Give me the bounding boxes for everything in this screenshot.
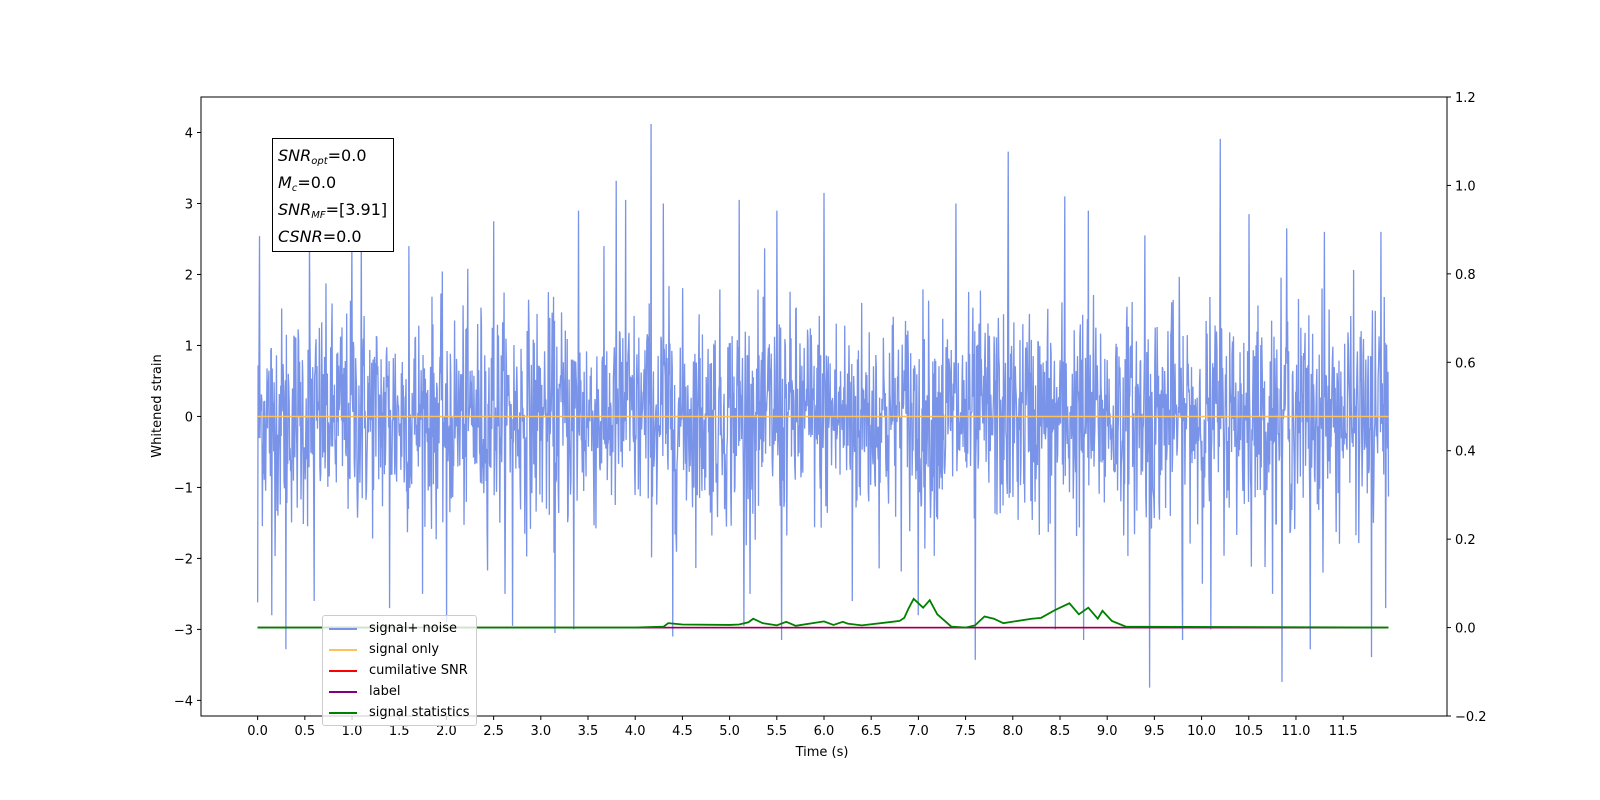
- legend-entry-signal-statistics: signal statistics: [329, 702, 470, 723]
- legend-swatch: [329, 690, 357, 693]
- annotation-box: SNRopt=0.0 Mc=0.0 SNRMF=[3.91] CSNR=0.0: [272, 138, 395, 252]
- x-tick-label: 5.0: [719, 724, 740, 739]
- legend-swatch: [329, 627, 357, 630]
- x-tick-label: 6.5: [861, 724, 882, 739]
- annotation-mc: Mc=0.0: [278, 173, 337, 194]
- x-tick-label: 11.0: [1281, 724, 1310, 739]
- legend-entry-signal-noise: signal+ noise: [329, 618, 470, 639]
- y-tick-label: −4: [174, 694, 193, 709]
- y2-tick-label: 0.4: [1455, 445, 1476, 460]
- y2-tick-label: 0.8: [1455, 268, 1476, 283]
- legend-label: signal only: [369, 642, 440, 657]
- legend-label: signal statistics: [369, 705, 470, 720]
- x-tick-label: 4.0: [625, 724, 646, 739]
- x-tick-label: 4.5: [672, 724, 693, 739]
- x-tick-label: 2.5: [483, 724, 504, 739]
- annotation-csnr: CSNR=0.0: [278, 227, 362, 246]
- y-tick-label: 4: [185, 126, 193, 141]
- y2-tick-label: 1.2: [1455, 91, 1476, 106]
- x-axis-label: Time (s): [795, 745, 849, 760]
- legend-label: label: [369, 684, 401, 699]
- y-tick-label: 3: [185, 197, 193, 212]
- legend-entry-cumulative-snr: cumilative SNR: [329, 660, 470, 681]
- x-tick-label: 7.5: [955, 724, 976, 739]
- x-tick-label: 6.0: [814, 724, 835, 739]
- y-axis-label: Whitened strain: [150, 354, 165, 457]
- y-tick-label: 1: [185, 339, 193, 354]
- x-tick-label: 11.5: [1329, 724, 1358, 739]
- y-tick-label: −2: [174, 552, 193, 567]
- legend-swatch: [329, 669, 357, 672]
- y2-tick-label: 1.0: [1455, 179, 1476, 194]
- y-tick-label: 2: [185, 268, 193, 283]
- annotation-snr-opt: SNRopt=0.0: [278, 146, 367, 167]
- y-tick-label: −1: [174, 481, 193, 496]
- y2-tick-label: 0.2: [1455, 533, 1476, 548]
- legend-label: cumilative SNR: [369, 663, 468, 678]
- x-tick-label: 1.5: [389, 724, 410, 739]
- legend-entry-signal-only: signal only: [329, 639, 470, 660]
- y-tick-label: −3: [174, 623, 193, 638]
- x-tick-label: 10.5: [1234, 724, 1263, 739]
- legend-label: signal+ noise: [369, 621, 458, 636]
- legend-entry-label: label: [329, 681, 470, 702]
- legend: signal+ noise signal only cumilative SNR…: [322, 615, 477, 726]
- x-tick-label: 1.0: [342, 724, 363, 739]
- y2-tick-label: 0.6: [1455, 356, 1476, 371]
- legend-swatch: [329, 711, 357, 714]
- annotation-snr-mf: SNRMF=[3.91]: [278, 200, 388, 221]
- x-tick-label: 3.0: [530, 724, 551, 739]
- series-line-signal-noise: [256, 123, 1390, 688]
- legend-swatch: [329, 648, 357, 651]
- y2-tick-label: 0.0: [1455, 622, 1476, 637]
- y2-tick-label: −0.2: [1455, 710, 1487, 725]
- x-tick-label: 0.5: [294, 724, 315, 739]
- x-tick-label: 8.0: [1002, 724, 1023, 739]
- x-tick-label: 7.0: [908, 724, 929, 739]
- x-tick-label: 8.5: [1050, 724, 1071, 739]
- x-tick-label: 3.5: [578, 724, 599, 739]
- y-tick-label: 0: [185, 410, 193, 425]
- series-line-signal-statistics: [257, 597, 1389, 629]
- x-tick-label: 5.5: [766, 724, 787, 739]
- x-tick-label: 0.0: [247, 724, 268, 739]
- x-tick-label: 2.0: [436, 724, 457, 739]
- x-tick-label: 10.0: [1187, 724, 1216, 739]
- x-tick-label: 9.0: [1097, 724, 1118, 739]
- x-tick-label: 9.5: [1144, 724, 1165, 739]
